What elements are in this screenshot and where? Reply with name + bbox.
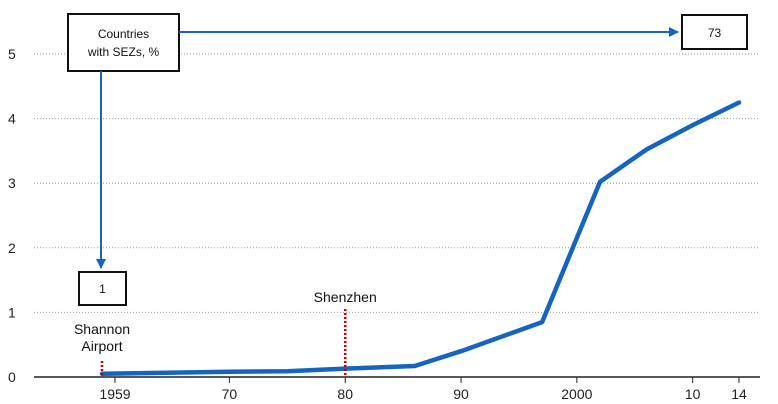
y-tick-label: 2: [8, 240, 16, 256]
label-box: [67, 13, 180, 72]
event-label-shenzhen: Shenzhen: [314, 289, 377, 305]
y-tick-label: 5: [8, 46, 16, 62]
label-box-text: Countries with SEZs, %: [87, 27, 160, 59]
x-tick-label: 90: [453, 386, 469, 402]
start-value-text: 1: [99, 282, 106, 296]
y-tick-label: 4: [8, 111, 16, 127]
series-line: [99, 100, 742, 377]
x-tick-label: 1959: [99, 386, 130, 402]
label-box-line: with SEZs, %: [87, 45, 160, 59]
x-tick-label: 70: [222, 386, 238, 402]
y-tick-label: 0: [8, 369, 16, 385]
x-tick-label: 10: [685, 386, 701, 402]
event-label-shannon: Shannon Airport: [74, 321, 130, 354]
x-tick-label: 80: [337, 386, 353, 402]
series-lines: [99, 100, 742, 377]
start-value-box: [78, 271, 127, 306]
annotations: Shannon Airport Shenzhen Countries with SEZs…: [67, 13, 748, 377]
event-label-line: Shannon: [74, 321, 130, 337]
event-label-line: Airport: [81, 338, 122, 354]
label-box-line: Countries: [98, 27, 149, 41]
y-tick-label: 1: [8, 304, 16, 320]
x-tick-label: 14: [731, 386, 747, 402]
gridlines: [34, 53, 760, 313]
end-value-text: 73: [708, 26, 722, 40]
axes: 0 1 2 3 4 5 1959 70 80 90 2000 10 14: [8, 46, 760, 402]
end-value-box: [681, 14, 748, 50]
y-tick-label: 3: [8, 175, 16, 191]
x-tick-label: 2000: [561, 386, 592, 402]
